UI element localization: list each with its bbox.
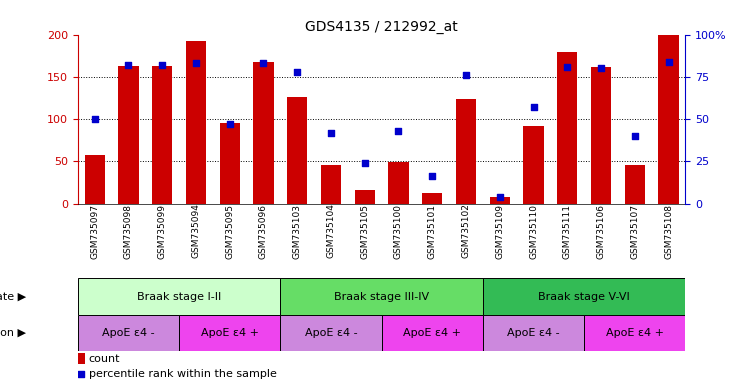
Text: percentile rank within the sample: percentile rank within the sample bbox=[89, 369, 276, 379]
Text: GSM735103: GSM735103 bbox=[293, 204, 302, 258]
Point bbox=[426, 174, 438, 180]
Text: GSM735109: GSM735109 bbox=[495, 204, 505, 258]
Point bbox=[460, 72, 472, 78]
Bar bbox=[152, 66, 173, 204]
Bar bbox=[382, 315, 483, 351]
Bar bbox=[78, 278, 280, 315]
Bar bbox=[219, 123, 240, 204]
Text: GSM735108: GSM735108 bbox=[664, 204, 673, 258]
Bar bbox=[659, 35, 679, 204]
Text: ApoE ε4 +: ApoE ε4 + bbox=[606, 328, 664, 338]
Text: ApoE ε4 -: ApoE ε4 - bbox=[507, 328, 560, 338]
Text: GSM735100: GSM735100 bbox=[394, 204, 403, 258]
Point bbox=[359, 160, 370, 166]
Text: Braak stage V-VI: Braak stage V-VI bbox=[538, 291, 630, 302]
Point bbox=[122, 62, 134, 68]
Point bbox=[291, 69, 303, 75]
Text: ApoE ε4 -: ApoE ε4 - bbox=[102, 328, 155, 338]
Point bbox=[258, 60, 270, 66]
Text: GSM735094: GSM735094 bbox=[191, 204, 201, 258]
Bar bbox=[483, 278, 685, 315]
Point bbox=[629, 133, 641, 139]
Text: genotype/variation ▶: genotype/variation ▶ bbox=[0, 328, 26, 338]
Point bbox=[89, 116, 101, 122]
Point bbox=[662, 58, 674, 65]
Text: GSM735106: GSM735106 bbox=[597, 204, 605, 258]
Text: GSM735111: GSM735111 bbox=[562, 204, 572, 258]
Text: GSM735110: GSM735110 bbox=[529, 204, 538, 258]
Bar bbox=[584, 315, 685, 351]
Text: Braak stage III-IV: Braak stage III-IV bbox=[334, 291, 429, 302]
Bar bbox=[253, 61, 273, 204]
Bar bbox=[179, 315, 280, 351]
Bar bbox=[388, 162, 408, 204]
Text: ApoE ε4 -: ApoE ε4 - bbox=[305, 328, 357, 338]
Text: GSM735107: GSM735107 bbox=[631, 204, 639, 258]
Text: GSM735099: GSM735099 bbox=[158, 204, 167, 258]
Bar bbox=[119, 66, 139, 204]
Text: ApoE ε4 +: ApoE ε4 + bbox=[201, 328, 259, 338]
Bar bbox=[557, 52, 577, 204]
Bar bbox=[321, 165, 341, 204]
Bar bbox=[490, 197, 510, 204]
Text: GSM735096: GSM735096 bbox=[259, 204, 268, 258]
Text: GSM735098: GSM735098 bbox=[124, 204, 133, 258]
Point bbox=[595, 65, 607, 71]
Point bbox=[528, 104, 539, 110]
Point bbox=[562, 64, 574, 70]
Text: disease state ▶: disease state ▶ bbox=[0, 291, 26, 302]
Point bbox=[393, 128, 405, 134]
Bar bbox=[280, 315, 382, 351]
Point bbox=[325, 129, 337, 136]
Text: ApoE ε4 +: ApoE ε4 + bbox=[403, 328, 461, 338]
Point bbox=[190, 60, 202, 66]
Text: GSM735101: GSM735101 bbox=[428, 204, 436, 258]
Text: GSM735097: GSM735097 bbox=[90, 204, 99, 258]
Text: GSM735102: GSM735102 bbox=[462, 204, 471, 258]
Point bbox=[494, 194, 505, 200]
Point bbox=[76, 371, 87, 377]
Point bbox=[156, 62, 168, 68]
Bar bbox=[280, 278, 483, 315]
Bar bbox=[84, 156, 104, 204]
Text: GSM735105: GSM735105 bbox=[360, 204, 369, 258]
Bar bbox=[78, 315, 179, 351]
Text: GSM735104: GSM735104 bbox=[327, 204, 336, 258]
Text: Braak stage I-II: Braak stage I-II bbox=[137, 291, 222, 302]
Bar bbox=[186, 41, 206, 204]
Bar bbox=[422, 194, 442, 204]
Bar bbox=[483, 315, 584, 351]
Bar bbox=[287, 97, 308, 204]
Title: GDS4135 / 212992_at: GDS4135 / 212992_at bbox=[305, 20, 458, 33]
Point bbox=[224, 121, 236, 127]
Bar bbox=[625, 165, 645, 204]
Bar bbox=[355, 190, 375, 204]
Bar bbox=[523, 126, 544, 204]
Bar bbox=[456, 99, 476, 204]
Text: GSM735095: GSM735095 bbox=[225, 204, 234, 258]
Text: count: count bbox=[89, 354, 120, 364]
Bar bbox=[591, 67, 611, 204]
Bar bbox=[78, 353, 85, 364]
